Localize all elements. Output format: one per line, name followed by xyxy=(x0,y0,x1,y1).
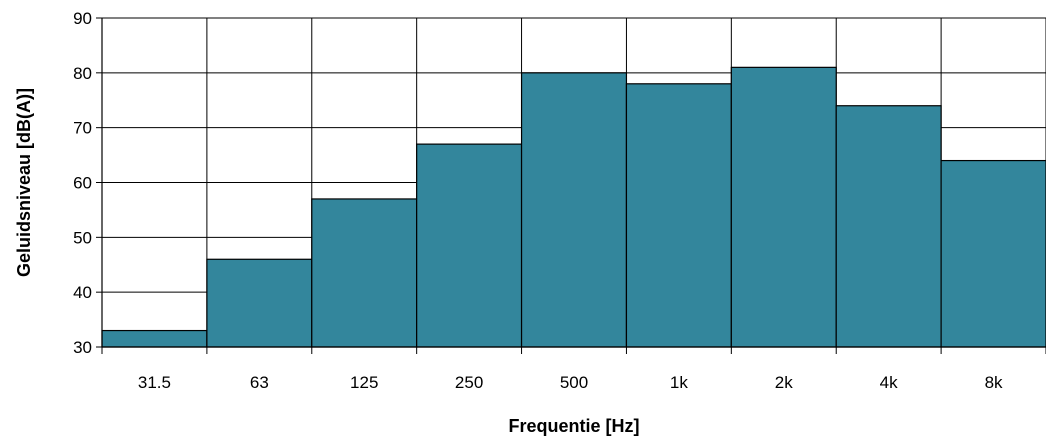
y-tick-label: 40 xyxy=(73,283,92,302)
y-tick-label: 90 xyxy=(73,9,92,28)
bars xyxy=(101,66,1046,348)
bar-2k xyxy=(730,66,837,348)
x-tick-label: 250 xyxy=(455,373,483,392)
x-tick-label: 1k xyxy=(670,373,688,392)
y-axis-title: Geluidsniveau [dB(A)] xyxy=(14,88,34,277)
x-tick-label: 500 xyxy=(560,373,588,392)
x-tick-label: 8k xyxy=(985,373,1003,392)
bar-125 xyxy=(311,198,418,348)
x-tick-label: 2k xyxy=(775,373,793,392)
bar-500 xyxy=(520,72,628,348)
bar-31.5 xyxy=(101,329,208,348)
x-axis-title: Frequentie [Hz] xyxy=(508,416,639,436)
x-tick-label: 4k xyxy=(880,373,898,392)
bar-250 xyxy=(416,143,523,348)
y-tick-label: 60 xyxy=(73,174,92,193)
bar-8k xyxy=(940,159,1046,348)
axes xyxy=(96,17,1046,354)
x-tick-label: 63 xyxy=(250,373,269,392)
y-tick-label: 70 xyxy=(73,119,92,138)
x-tick-label: 125 xyxy=(350,373,378,392)
bar-63 xyxy=(206,258,313,348)
y-tick-label: 30 xyxy=(73,338,92,357)
y-tick-label: 80 xyxy=(73,64,92,83)
x-tick-label: 31.5 xyxy=(138,373,171,392)
x-tick-labels: 31.5 63 125 250 500 1k 2k 4k 8k xyxy=(138,373,1003,392)
bar-1k xyxy=(625,83,732,348)
y-tick-label: 50 xyxy=(73,228,92,247)
y-tick-labels: 30 40 50 60 70 80 90 xyxy=(73,9,92,357)
bar-4k xyxy=(835,105,942,348)
